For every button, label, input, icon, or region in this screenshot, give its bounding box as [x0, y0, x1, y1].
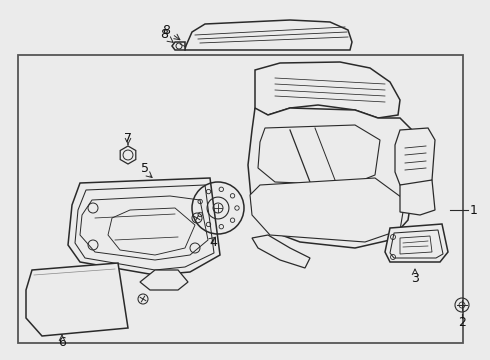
Text: 8: 8: [160, 28, 168, 41]
Text: 7: 7: [124, 131, 132, 144]
Polygon shape: [258, 125, 380, 185]
Text: 3: 3: [411, 271, 419, 284]
Polygon shape: [395, 128, 435, 188]
Polygon shape: [172, 42, 185, 50]
Text: 1: 1: [470, 203, 478, 216]
Polygon shape: [385, 224, 448, 262]
Text: 4: 4: [209, 235, 217, 248]
Polygon shape: [400, 180, 435, 215]
Polygon shape: [80, 196, 208, 260]
Polygon shape: [18, 55, 463, 343]
Text: 5: 5: [141, 162, 149, 175]
Polygon shape: [390, 230, 443, 258]
Polygon shape: [68, 178, 220, 275]
Polygon shape: [400, 236, 432, 254]
Polygon shape: [250, 178, 405, 242]
Text: 2: 2: [458, 316, 466, 329]
Polygon shape: [140, 270, 188, 290]
Text: 8: 8: [162, 23, 170, 36]
Polygon shape: [26, 263, 128, 336]
Polygon shape: [108, 208, 195, 255]
Text: 6: 6: [58, 336, 66, 348]
Polygon shape: [120, 146, 136, 164]
Polygon shape: [255, 62, 400, 118]
Polygon shape: [75, 185, 214, 270]
Polygon shape: [248, 108, 415, 248]
Polygon shape: [185, 20, 352, 50]
Polygon shape: [252, 235, 310, 268]
